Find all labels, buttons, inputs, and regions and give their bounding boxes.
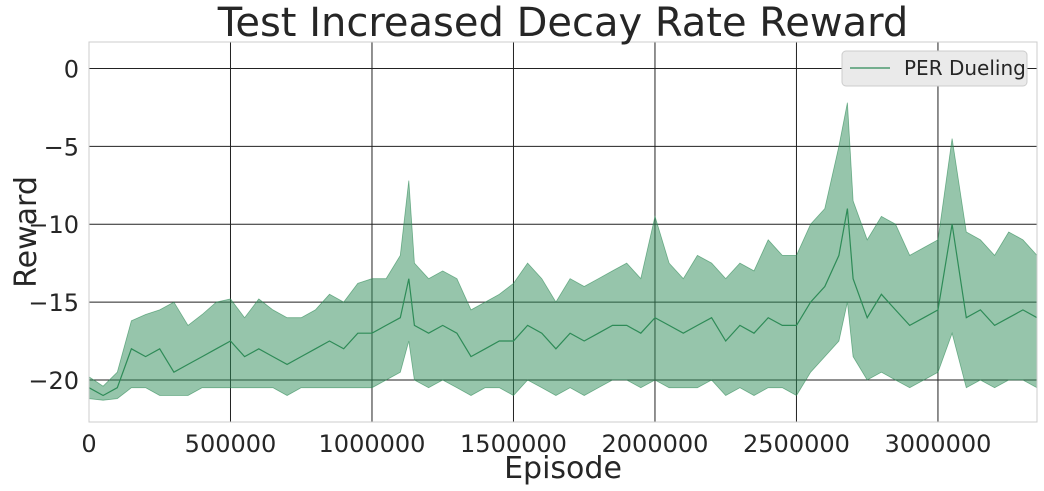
- x-tick-labels: 0 500000 1000000 1500000 2000000 2500000 30000…: [81, 430, 991, 458]
- plot-frame: [88, 41, 1038, 423]
- x-tick-label: 1000000: [319, 430, 426, 458]
- chart-title: Test Increased Decay Rate Reward: [217, 0, 909, 46]
- series-lines: [88, 208, 1038, 397]
- x-tick-label: 500000: [185, 430, 277, 458]
- x-tick-label: 2000000: [602, 430, 709, 458]
- legend-box: [841, 50, 1028, 87]
- x-tick-label: 3000000: [885, 430, 992, 458]
- series-line: [88, 208, 1038, 397]
- y-tick-label: −15: [28, 289, 79, 317]
- y-tick-labels: 0 −5 −10 −15 −20: [28, 55, 79, 394]
- confidence-bands: [88, 102, 1038, 401]
- legend: PER Dueling: [841, 50, 1028, 87]
- y-tick-label: −5: [44, 133, 79, 161]
- legend-label: PER Dueling: [904, 56, 1026, 80]
- x-tick-label: 0: [81, 430, 96, 458]
- x-axis-label: Episode: [504, 451, 622, 486]
- y-tick-label: 0: [64, 55, 79, 83]
- y-tick-label: −10: [28, 211, 79, 239]
- x-tick-label: 2500000: [743, 430, 850, 458]
- x-tick-label: 1500000: [460, 430, 567, 458]
- y-axis-label: Reward: [9, 176, 44, 288]
- series-band: [88, 102, 1038, 401]
- y-tick-label: −20: [28, 367, 79, 395]
